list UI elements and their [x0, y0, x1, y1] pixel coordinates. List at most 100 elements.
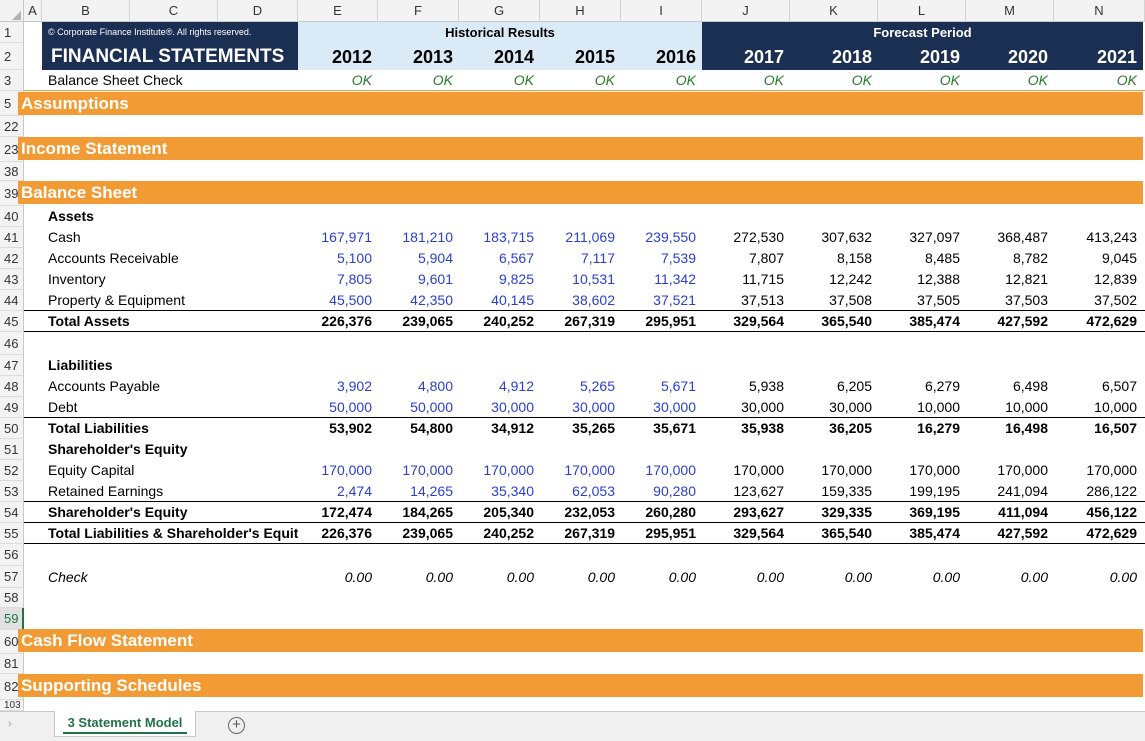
cell-value[interactable]: 4,800	[417, 378, 453, 394]
check-ok[interactable]: OK	[851, 72, 872, 88]
year-header[interactable]: 2014	[459, 43, 540, 70]
cell-value[interactable]: 205,340	[483, 504, 534, 520]
cell-value[interactable]: 0.00	[668, 569, 696, 585]
row-label[interactable]: Inventory	[48, 271, 106, 287]
row-header[interactable]: 22	[0, 116, 24, 137]
cell-value[interactable]: 9,825	[498, 271, 534, 287]
cell-value[interactable]: 413,243	[1086, 229, 1137, 245]
row-header[interactable]: 54	[0, 502, 24, 523]
row-label[interactable]: Total Liabilities & Shareholder's Equity	[48, 525, 298, 541]
year-header[interactable]: 2020	[966, 43, 1054, 70]
cell-value[interactable]: 170,000	[821, 462, 872, 478]
cell-value[interactable]: 5,671	[660, 378, 696, 394]
cell-value[interactable]: 7,539	[660, 250, 696, 266]
cell-value[interactable]: 167,971	[321, 229, 372, 245]
cell-value[interactable]: 472,629	[1086, 313, 1137, 329]
cell-value[interactable]: 329,564	[733, 313, 784, 329]
cell-value[interactable]: 123,627	[733, 483, 784, 499]
section-assumptions[interactable]: Assumptions	[18, 92, 1143, 115]
cell-value[interactable]: 30,000	[653, 399, 696, 415]
section-supporting-schedules[interactable]: Supporting Schedules	[18, 674, 1143, 697]
col-C[interactable]: C	[130, 0, 218, 22]
row-label[interactable]: Total Liabilities	[48, 420, 149, 436]
row-header-selected[interactable]: 59	[0, 608, 24, 630]
row-header[interactable]: 51	[0, 439, 24, 460]
section-cash-flow[interactable]: Cash Flow Statement	[18, 629, 1143, 652]
cell-value[interactable]: 45,500	[329, 292, 372, 308]
row-label[interactable]: Equity Capital	[48, 462, 135, 478]
liabilities-heading[interactable]: Liabilities	[48, 357, 113, 373]
cell-value[interactable]: 7,117	[581, 250, 615, 266]
cell-value[interactable]: 8,485	[924, 250, 960, 266]
cell-value[interactable]: 38,602	[572, 292, 615, 308]
cell-value[interactable]: 170,000	[321, 462, 372, 478]
row-label[interactable]: Check	[48, 569, 88, 585]
cell-value[interactable]: 7,807	[748, 250, 784, 266]
cell-value[interactable]: 295,951	[645, 313, 696, 329]
cell-value[interactable]: 30,000	[741, 399, 784, 415]
row-header[interactable]: 58	[0, 588, 24, 608]
cell-value[interactable]: 12,839	[1094, 271, 1137, 287]
cell-value[interactable]: 427,592	[997, 313, 1048, 329]
row-header[interactable]: 56	[0, 544, 24, 566]
cell-value[interactable]: 35,340	[491, 483, 534, 499]
cell-value[interactable]: 34,912	[491, 420, 534, 436]
row-header[interactable]: 41	[0, 227, 24, 248]
cell-value[interactable]: 172,474	[321, 504, 372, 520]
row-header[interactable]: 38	[0, 162, 24, 181]
cell-value[interactable]: 232,053	[564, 504, 615, 520]
page-title[interactable]: FINANCIAL STATEMENTS	[42, 43, 298, 70]
cell-value[interactable]: 7,805	[336, 271, 372, 287]
balance-check-label[interactable]: Balance Sheet Check	[48, 72, 183, 88]
cell-value[interactable]: 10,000	[1094, 399, 1137, 415]
select-all-corner[interactable]	[0, 0, 24, 22]
row-label[interactable]: Property & Equipment	[48, 292, 185, 308]
check-ok[interactable]: OK	[1027, 72, 1048, 88]
section-balance-sheet[interactable]: Balance Sheet	[18, 181, 1143, 204]
cell-value[interactable]: 37,508	[829, 292, 872, 308]
cell-value[interactable]: 10,531	[572, 271, 615, 287]
cell-value[interactable]: 241,094	[997, 483, 1048, 499]
cell-value[interactable]: 36,205	[829, 420, 872, 436]
cell-value[interactable]: 267,319	[564, 313, 615, 329]
cell-value[interactable]: 50,000	[329, 399, 372, 415]
cell-value[interactable]: 5,100	[336, 250, 372, 266]
check-ok[interactable]: OK	[432, 72, 453, 88]
cell-value[interactable]: 6,498	[1012, 378, 1048, 394]
row-label[interactable]: Debt	[48, 399, 78, 415]
cell-value[interactable]: 170,000	[997, 462, 1048, 478]
cell-value[interactable]: 37,505	[917, 292, 960, 308]
cell-value[interactable]: 5,938	[748, 378, 784, 394]
cell-value[interactable]: 286,122	[1086, 483, 1137, 499]
cell-value[interactable]: 365,540	[821, 525, 872, 541]
row-header[interactable]: 57	[0, 566, 24, 588]
col-A[interactable]: A	[24, 0, 42, 22]
assets-heading[interactable]: Assets	[48, 208, 94, 224]
row-header[interactable]: 40	[0, 206, 24, 227]
cell-value[interactable]: 37,513	[741, 292, 784, 308]
col-I[interactable]: I	[621, 0, 702, 22]
cell-value[interactable]: 4,912	[498, 378, 534, 394]
year-header[interactable]: 2017	[702, 43, 790, 70]
row-label[interactable]: Cash	[48, 229, 81, 245]
cell-value[interactable]: 30,000	[572, 399, 615, 415]
row-label[interactable]: Shareholder's Equity	[48, 504, 188, 520]
year-header[interactable]: 2019	[878, 43, 966, 70]
cell-value[interactable]: 9,601	[417, 271, 453, 287]
col-J[interactable]: J	[702, 0, 790, 22]
row-header[interactable]: 46	[0, 332, 24, 355]
cell-value[interactable]: 5,904	[417, 250, 453, 266]
row-label[interactable]: Retained Earnings	[48, 483, 164, 499]
cell-value[interactable]: 365,540	[821, 313, 872, 329]
cell-value[interactable]: 16,507	[1094, 420, 1137, 436]
cell-value[interactable]: 0.00	[425, 569, 453, 585]
copyright-cell[interactable]: © Corporate Finance Institute®. All righ…	[42, 22, 298, 43]
cell-value[interactable]: 0.00	[932, 569, 960, 585]
year-header[interactable]: 2015	[540, 43, 621, 70]
row-header[interactable]: 52	[0, 460, 24, 481]
cell-value[interactable]: 170,000	[909, 462, 960, 478]
cell-value[interactable]: 6,205	[836, 378, 872, 394]
cell-value[interactable]: 170,000	[564, 462, 615, 478]
cell-value[interactable]: 293,627	[733, 504, 784, 520]
col-E[interactable]: E	[298, 0, 378, 22]
